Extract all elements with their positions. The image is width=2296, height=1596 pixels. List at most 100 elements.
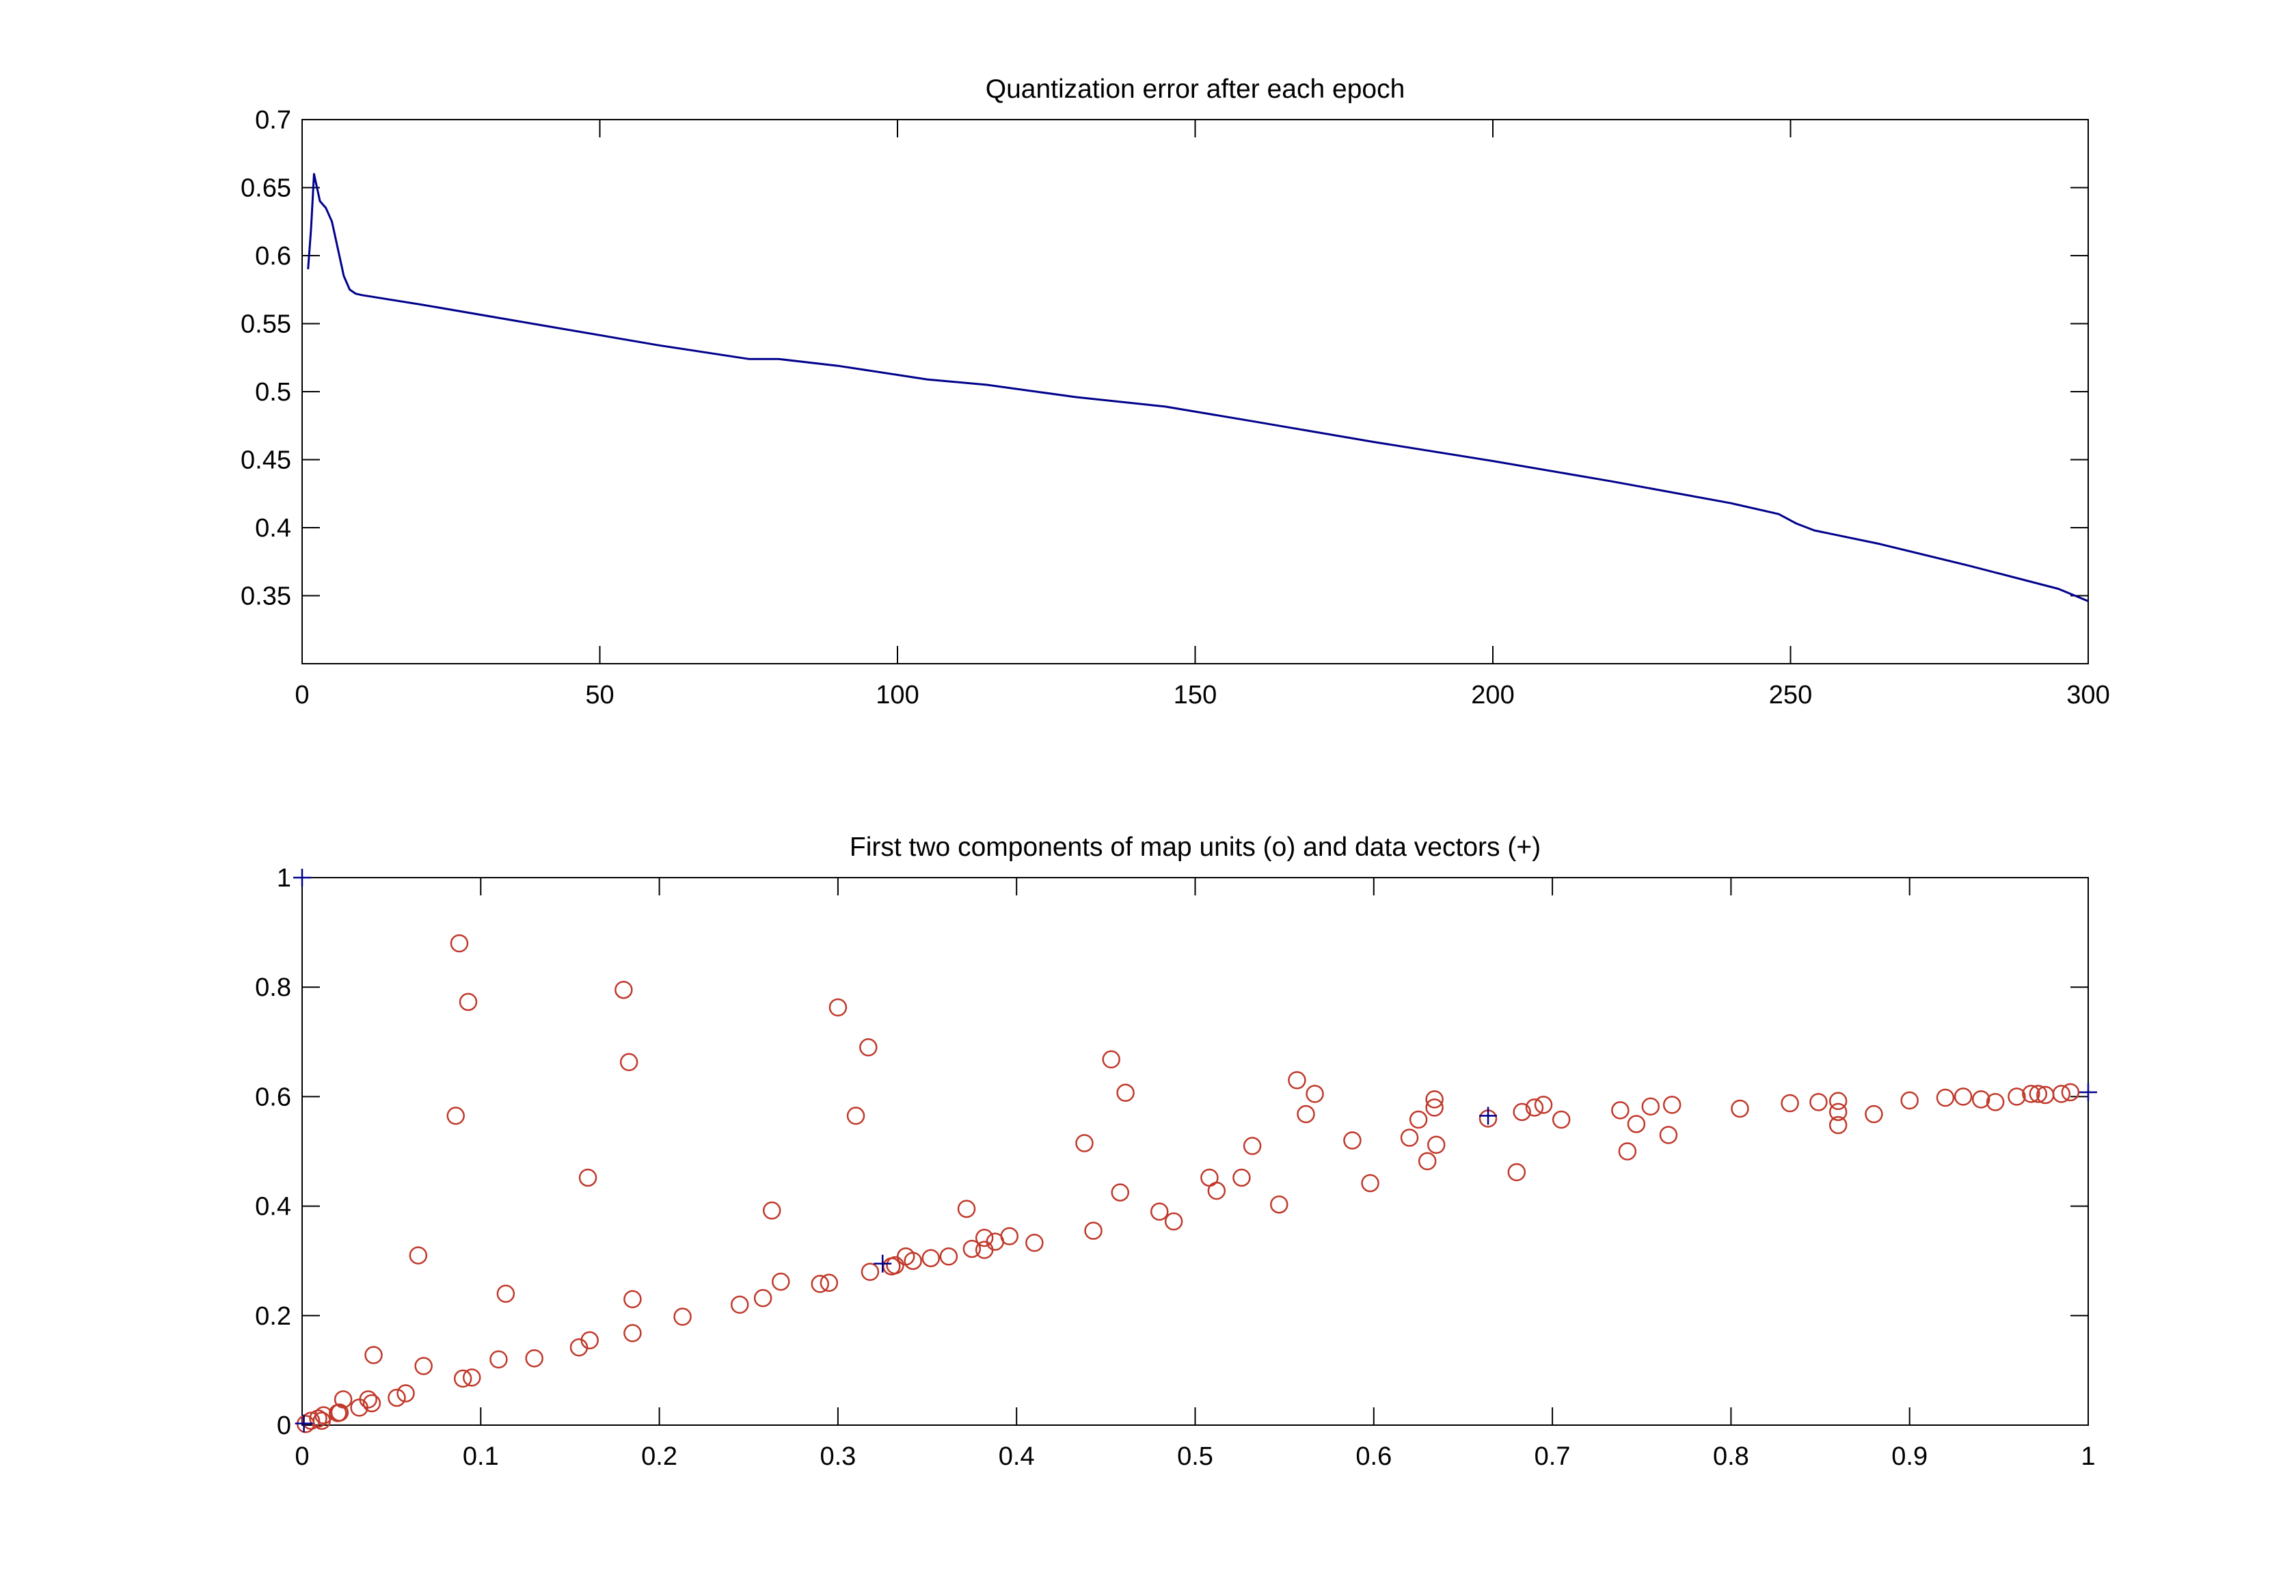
map-unit-point	[904, 1252, 922, 1270]
map-unit-point	[359, 1390, 377, 1409]
map-unit-point	[623, 1290, 642, 1309]
map-unit-point	[921, 1249, 941, 1267]
map-title: First two components of map units (o) an…	[850, 833, 1541, 862]
map-unit-point	[1936, 1088, 1955, 1107]
map-unit-point	[1000, 1227, 1018, 1245]
map-unit-point	[1986, 1093, 2005, 1111]
map-unit-point	[578, 1168, 597, 1187]
map-xtick-label: 0	[295, 1442, 309, 1471]
map-unit-point	[453, 1369, 472, 1388]
map-unit-point	[1025, 1234, 1044, 1252]
map-unit-point	[1865, 1105, 1883, 1124]
qerr-ytick-label: 0.35	[241, 582, 291, 611]
map-unit-point	[2061, 1083, 2080, 1102]
map-unit-point	[1306, 1085, 1324, 1103]
map-axes-box	[301, 877, 2089, 1426]
qerr-xtick-label: 0	[295, 681, 309, 709]
map-xtick-label: 0.9	[1891, 1442, 1928, 1471]
map-unit-point	[762, 1201, 781, 1220]
map-unit-point	[1828, 1115, 1848, 1135]
map-unit-point	[1102, 1050, 1120, 1069]
map-unit-point	[861, 1262, 880, 1281]
data-vector-point	[293, 869, 311, 887]
map-ytick-label: 1	[277, 864, 291, 893]
map-unit-point	[312, 1411, 331, 1430]
map-ytick-label: 0.8	[255, 973, 291, 1002]
map-xtick-label: 0.8	[1713, 1442, 1749, 1471]
map-unit-point	[1418, 1152, 1437, 1171]
map-unit-point	[1150, 1202, 1169, 1221]
map-unit-point	[1611, 1101, 1630, 1120]
map-unit-point	[957, 1200, 976, 1218]
qerr-ytick-label: 0.5	[255, 378, 291, 407]
map-unit-point	[1111, 1183, 1130, 1202]
map-ytick-label: 0.6	[255, 1083, 291, 1111]
map-unit-point	[1084, 1221, 1103, 1240]
map-xtick-label: 0.4	[999, 1442, 1035, 1471]
map-unit-point	[1361, 1174, 1379, 1193]
qerr-title: Quantization error after each epoch	[986, 75, 1405, 104]
map-unit-point	[1641, 1097, 1660, 1116]
qerr-xtick-label: 100	[876, 681, 919, 709]
qerr-axes-box	[301, 119, 2089, 664]
map-unit-point	[1618, 1142, 1637, 1161]
map-unit-point	[580, 1331, 599, 1350]
map-unit-point	[1828, 1103, 1848, 1122]
map-unit-point	[846, 1107, 865, 1125]
qerr-ytick-label: 0.45	[241, 446, 291, 475]
map-unit-point	[1164, 1212, 1183, 1231]
qerr-xtick-label: 150	[1174, 681, 1217, 709]
map-unit-point	[396, 1384, 415, 1403]
map-ytick-label: 0.2	[255, 1302, 291, 1331]
map-unit-point	[309, 1409, 327, 1428]
map-unit-point	[2029, 1085, 2048, 1103]
map-unit-point	[1534, 1096, 1553, 1114]
map-unit-point	[859, 1038, 878, 1057]
map-unit-point	[1270, 1195, 1288, 1214]
map-ytick-label: 0	[277, 1411, 291, 1440]
map-unit-point	[1525, 1098, 1544, 1117]
map-unit-point	[362, 1394, 381, 1413]
map-unit-point	[462, 1368, 481, 1387]
map-unit-point	[1507, 1163, 1526, 1182]
map-unit-point	[1731, 1099, 1749, 1118]
map-xtick-label: 0.3	[820, 1442, 856, 1471]
map-unit-point	[1900, 1091, 1919, 1110]
map-unit-point	[1971, 1090, 1990, 1109]
map-unit-point	[1075, 1134, 1094, 1152]
map-unit-point	[489, 1350, 508, 1369]
map-xtick-label: 0.6	[1355, 1442, 1392, 1471]
map-unit-point	[1662, 1096, 1682, 1114]
map-xtick-label: 1	[2081, 1442, 2095, 1471]
qerr-series-line	[307, 173, 2089, 602]
map-unit-point	[301, 1411, 321, 1430]
map-unit-point	[388, 1388, 406, 1407]
map-unit-point	[820, 1273, 839, 1292]
map-unit-point	[614, 980, 633, 999]
map-unit-point	[886, 1256, 904, 1275]
map-xtick-label: 0.5	[1177, 1442, 1213, 1471]
map-unit-point	[459, 992, 478, 1012]
map-unit-point	[828, 998, 848, 1017]
map-unit-point	[1781, 1094, 1799, 1113]
qerr-ytick-label: 0.4	[255, 514, 291, 543]
map-unit-point	[623, 1324, 642, 1342]
map-unit-point	[1954, 1087, 1973, 1106]
map-unit-point	[619, 1053, 638, 1072]
map-unit-point	[414, 1357, 433, 1375]
map-unit-point	[1425, 1090, 1444, 1109]
map-units-scatter-plot: First two components of map units (o) an…	[255, 833, 2097, 1471]
map-unit-point	[1828, 1092, 1848, 1111]
map-unit-point	[962, 1239, 982, 1258]
map-unit-point	[753, 1288, 772, 1308]
data-vector-point	[874, 1254, 892, 1273]
map-unit-point	[1232, 1168, 1251, 1187]
map-unit-point	[446, 1107, 465, 1125]
map-unit-point	[811, 1275, 830, 1293]
map-unit-point	[673, 1308, 692, 1326]
qerr-ytick-label: 0.55	[241, 310, 291, 339]
map-unit-point	[772, 1272, 790, 1291]
map-unit-point	[1809, 1093, 1828, 1111]
